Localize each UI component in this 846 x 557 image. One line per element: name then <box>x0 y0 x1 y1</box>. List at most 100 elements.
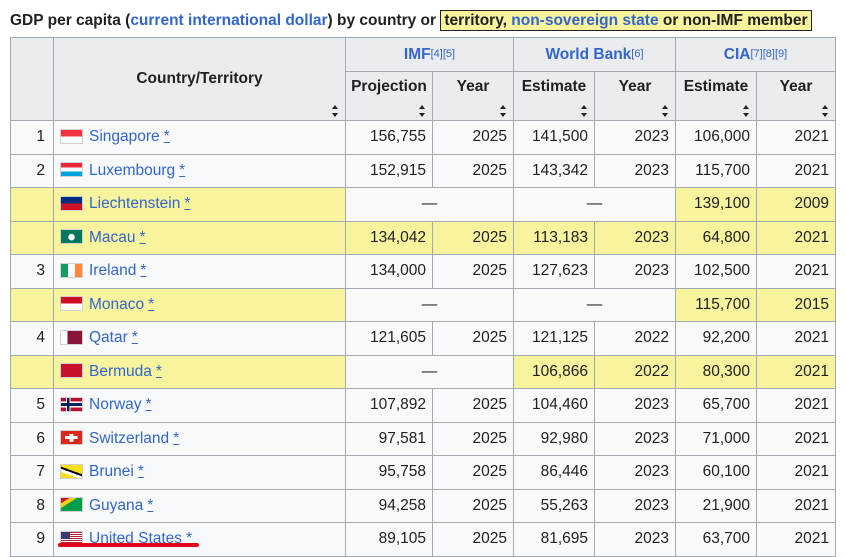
cia-year-cell: 2021 <box>756 120 836 155</box>
gdp-table: Country/Territory IMF[4][5] World Bank[6… <box>10 37 836 557</box>
economy-of-link[interactable]: * <box>148 295 155 313</box>
wb-value-cell: 55,263 <box>513 488 595 523</box>
country-link[interactable]: Brunei <box>89 463 134 481</box>
country-cell: Ireland * <box>53 254 346 289</box>
imf-header[interactable]: IMF[4][5] <box>345 37 514 72</box>
cia-estimate-header[interactable]: Estimate <box>675 71 757 121</box>
cia-header[interactable]: CIA[7][8][9] <box>675 37 836 72</box>
ireland-flag-icon <box>60 262 83 278</box>
country-header-label: Country/Territory <box>136 70 263 87</box>
cia-value-cell: 92,200 <box>675 321 757 356</box>
wb-value-cell: 104,460 <box>513 388 595 423</box>
country-link[interactable]: Monaco <box>89 295 145 313</box>
economy-of-link[interactable]: * <box>155 362 162 380</box>
wb-year-cell: 2022 <box>594 321 676 356</box>
annotation-underline <box>58 543 199 547</box>
country-link[interactable]: Singapore <box>89 128 160 146</box>
economy-of-link[interactable]: * <box>173 429 180 447</box>
imf-year-header[interactable]: Year <box>432 71 514 121</box>
economy-of-link[interactable]: * <box>137 463 144 481</box>
header-label: Estimate <box>683 78 749 95</box>
country-cell: United States * <box>53 522 346 557</box>
country-link[interactable]: Macau <box>89 228 136 246</box>
wb-estimate-header[interactable]: Estimate <box>513 71 595 121</box>
world-bank-header[interactable]: World Bank[6] <box>513 37 676 72</box>
guyana-flag-icon <box>60 497 83 513</box>
world-bank-refs[interactable]: [6] <box>631 47 644 60</box>
sort-icon[interactable] <box>419 105 426 117</box>
bermuda-flag-icon <box>60 363 83 379</box>
economy-of-link[interactable]: * <box>131 329 138 347</box>
cia-refs[interactable]: [7][8][9] <box>750 47 788 60</box>
imf-value-cell: 152,915 <box>345 153 433 188</box>
country-cell: Singapore * <box>53 120 346 155</box>
country-cell: Brunei * <box>53 455 346 490</box>
header-label: Year <box>456 78 490 95</box>
wb-value-cell: — <box>513 187 676 222</box>
brunei-flag-icon <box>60 463 83 479</box>
qatar-flag-icon <box>60 329 83 345</box>
cia-year-header[interactable]: Year <box>756 71 836 121</box>
rank-cell: 8 <box>10 488 54 523</box>
wb-year-cell: 2023 <box>594 153 676 188</box>
economy-of-link[interactable]: * <box>184 195 191 213</box>
cia-value-cell: 102,500 <box>675 254 757 289</box>
header-label: Year <box>779 78 813 95</box>
country-cell: Luxembourg * <box>53 153 346 188</box>
rank-cell: 9 <box>10 522 54 557</box>
country-link[interactable]: Luxembourg <box>89 161 176 179</box>
sort-icon[interactable] <box>822 105 829 117</box>
legend-text: or non-IMF member <box>658 12 808 29</box>
non-sovereign-state-link[interactable]: non-sovereign state <box>511 12 659 29</box>
wb-value-cell: 121,125 <box>513 321 595 356</box>
country-link[interactable]: Qatar <box>89 329 128 347</box>
sort-icon[interactable] <box>743 105 750 117</box>
imf-year-cell: 2025 <box>432 522 514 557</box>
table-caption: GDP per capita (current international do… <box>10 10 812 31</box>
cia-year-cell: 2021 <box>756 488 836 523</box>
sort-icon[interactable] <box>581 105 588 117</box>
economy-of-link[interactable]: * <box>186 530 193 548</box>
imf-projection-header[interactable]: Projection <box>345 71 433 121</box>
cia-link[interactable]: CIA <box>723 45 751 63</box>
country-header[interactable]: Country/Territory <box>53 37 346 121</box>
table-row: 2 Luxembourg * 152,915 2025 143,342 2023 115,70… <box>10 153 836 188</box>
wb-year-header[interactable]: Year <box>594 71 676 121</box>
country-link[interactable]: Liechtenstein <box>89 195 181 213</box>
imf-link[interactable]: IMF <box>403 45 431 63</box>
rank-cell: 2 <box>10 153 54 188</box>
economy-of-link[interactable]: * <box>179 161 186 179</box>
wb-value-cell: 92,980 <box>513 421 595 456</box>
legend-text: territory, <box>444 12 512 29</box>
country-link[interactable]: Ireland <box>89 262 137 280</box>
economy-of-link[interactable]: * <box>163 128 170 146</box>
imf-refs[interactable]: [4][5] <box>430 47 456 60</box>
country-link[interactable]: Norway <box>89 396 142 414</box>
sort-icon[interactable] <box>500 105 507 117</box>
country-cell: Qatar * <box>53 321 346 356</box>
cia-year-cell: 2021 <box>756 421 836 456</box>
cia-year-cell: 2021 <box>756 153 836 188</box>
singapore-flag-icon <box>60 128 83 144</box>
country-link[interactable]: Switzerland <box>89 429 170 447</box>
table-row: 4 Qatar * 121,605 2025 121,125 2022 92,200 2021 <box>10 321 836 356</box>
world-bank-link[interactable]: World Bank <box>545 45 632 63</box>
cia-value-cell: 106,000 <box>675 120 757 155</box>
economy-of-link[interactable]: * <box>139 228 146 246</box>
current-international-dollar-link[interactable]: current international dollar <box>130 12 328 29</box>
sort-icon[interactable] <box>662 105 669 117</box>
table-row: Monaco * — —115,700 2015 <box>10 287 836 322</box>
wb-year-cell: 2023 <box>594 388 676 423</box>
economy-of-link[interactable]: * <box>140 262 147 280</box>
economy-of-link[interactable]: * <box>145 396 152 414</box>
wb-year-cell: 2023 <box>594 522 676 557</box>
country-cell: Monaco * <box>53 287 346 322</box>
country-link[interactable]: Bermuda <box>89 362 152 380</box>
cia-value-cell: 65,700 <box>675 388 757 423</box>
country-link[interactable]: Guyana <box>89 496 144 514</box>
economy-of-link[interactable]: * <box>147 496 154 514</box>
wb-year-cell: 2022 <box>594 354 676 389</box>
norway-flag-icon <box>60 396 83 412</box>
cia-year-cell: 2021 <box>756 455 836 490</box>
sort-icon[interactable] <box>332 105 339 117</box>
